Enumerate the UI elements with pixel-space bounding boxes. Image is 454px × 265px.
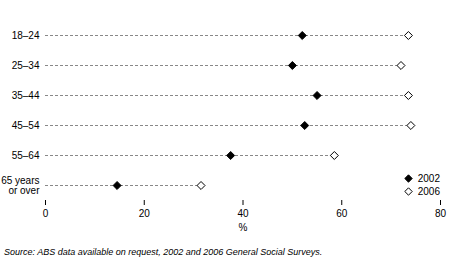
svg-text:25–34: 25–34	[12, 60, 40, 71]
svg-text:80: 80	[435, 208, 447, 219]
svg-text:20: 20	[139, 208, 151, 219]
svg-text:45–54: 45–54	[12, 120, 40, 131]
svg-text:%: %	[239, 222, 248, 233]
svg-text:18–24: 18–24	[12, 30, 40, 41]
svg-text:60: 60	[336, 208, 348, 219]
html-text:Source: ABS data available on: Source: ABS data available on request, 2…	[4, 247, 323, 257]
svg-text:35–44: 35–44	[12, 90, 40, 101]
html-text:2006: 2006	[417, 186, 440, 197]
svg-text:65 yearsor over: 65 yearsor over	[1, 175, 40, 196]
svg-text:0: 0	[43, 208, 49, 219]
svg-text:55–64: 55–64	[12, 150, 40, 161]
html-text:2002: 2002	[417, 173, 440, 184]
svg-text:40: 40	[237, 208, 249, 219]
